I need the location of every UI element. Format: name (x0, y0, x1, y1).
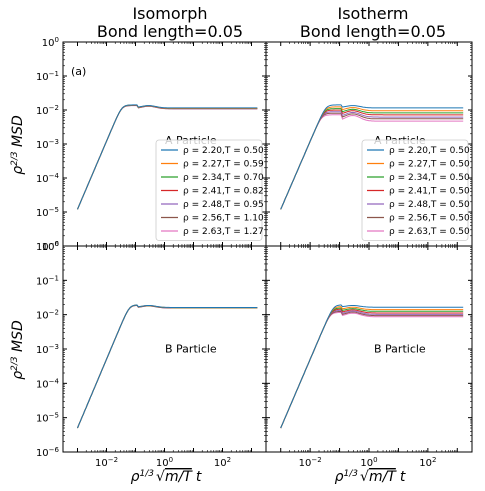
legend-label: ρ = 2.48,T = 0.95 (183, 200, 264, 210)
legend-box (155, 139, 263, 241)
ytick-label: 10−4 (36, 172, 60, 185)
legend-label: ρ = 2.48,T = 0.50 (389, 200, 470, 210)
series-line (280, 306, 464, 429)
xtick-label: 100 (156, 456, 173, 469)
series-line (77, 304, 258, 429)
panel-bottom-right: 10−2 100 102 B Particle (265, 245, 473, 469)
series-line (77, 304, 258, 429)
title-left-line1: Isomorph (132, 4, 207, 23)
legend-label: ρ = 2.27,T = 0.59 (183, 160, 264, 170)
series-line (77, 304, 258, 429)
xlabel-left: ρ1/3 √m/T t (131, 469, 202, 485)
xtick-label: 100 (360, 456, 377, 469)
svg-text:ρ2/3 MSD: ρ2/3 MSD (10, 320, 26, 380)
xtick-label: 10−2 (95, 456, 118, 469)
ytick-label: 10−1 (36, 70, 59, 83)
panel-annotation: B Particle (374, 342, 426, 355)
title-left-line2: Bond length=0.05 (97, 22, 243, 41)
legend-label: ρ = 2.20,T = 0.50 (183, 146, 264, 156)
panel-tag: (a) (71, 65, 86, 78)
xtick-label: 102 (419, 456, 436, 469)
svg-text:ρ1/3√m/Tt: ρ1/3 √m/T t (131, 469, 202, 485)
legend-label: ρ = 2.34,T = 0.50 (389, 173, 470, 183)
ytick-label: 10−5 (36, 206, 59, 219)
ytick-label: 10−6 (36, 446, 60, 459)
axes-frame (265, 245, 473, 453)
ytick-label: 10−2 (36, 104, 59, 117)
legend-label: ρ = 2.20,T = 0.50 (389, 146, 470, 156)
series-line (77, 304, 258, 429)
legend-label: ρ = 2.56,T = 1.10 (183, 214, 264, 224)
ytick-label: 10−3 (36, 343, 59, 356)
ytick-label: 10−1 (36, 274, 59, 287)
legend-label: ρ = 2.63,T = 1.27 (183, 227, 264, 237)
ytick-label: 10−3 (36, 138, 59, 151)
series-line (280, 304, 464, 429)
panel-annotation: B Particle (165, 342, 217, 355)
ytick-label: 10−4 (36, 377, 60, 390)
series-line (280, 307, 464, 429)
ytick-label: 10−6 (36, 240, 60, 253)
series-line (280, 312, 464, 429)
series-line (280, 310, 464, 429)
xlabel-right: ρ1/3 √m/T t (335, 469, 406, 485)
series-line (77, 304, 258, 429)
ylabel-bottom: ρ2/3 MSD (10, 320, 26, 380)
series-line (77, 104, 258, 210)
xtick-label: 102 (214, 456, 231, 469)
svg-text:ρ2/3 MSD: ρ2/3 MSD (10, 115, 26, 175)
series-line (280, 308, 464, 429)
legend-label: ρ = 2.41,T = 0.50 (389, 187, 470, 197)
ytick-label: 10−2 (36, 309, 59, 322)
legend-label: ρ = 2.27,T = 0.50 (389, 160, 470, 170)
legend-box (361, 139, 469, 241)
legend-label: ρ = 2.34,T = 0.70 (183, 173, 264, 183)
title-right-line2: Bond length=0.05 (300, 22, 446, 41)
legend-label: ρ = 2.56,T = 0.50 (389, 214, 470, 224)
svg-text:ρ1/3√m/Tt: ρ1/3 √m/T t (335, 469, 406, 485)
ytick-label: 10−5 (36, 412, 59, 425)
legend-label: ρ = 2.63,T = 0.50 (389, 227, 470, 237)
ytick-label: 100 (42, 240, 59, 253)
series-line (280, 104, 464, 210)
series-line (77, 304, 258, 429)
ytick-label: 100 (42, 36, 59, 49)
legend-label: ρ = 2.41,T = 0.82 (183, 187, 264, 197)
xtick-label: 10−2 (299, 456, 322, 469)
ylabel-top: ρ2/3 MSD (10, 115, 26, 175)
panel-top-right: A Particleρ = 2.20,T = 0.50ρ = 2.27,T = … (265, 41, 473, 247)
panel-bottom-left: 100 10−1 10−2 10−3 10−4 10−5 10−6 10−2 100 102 B P… (36, 240, 267, 469)
title-right-line1: Isotherm (338, 4, 409, 23)
series-line (280, 309, 464, 429)
series-line (77, 304, 258, 429)
